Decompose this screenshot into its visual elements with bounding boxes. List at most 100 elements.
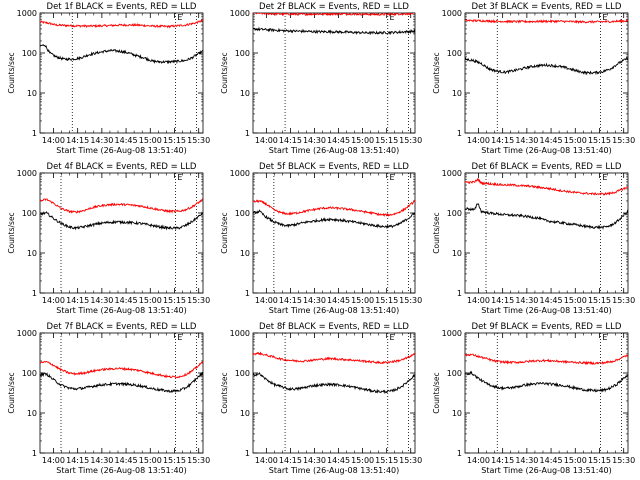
y-tick-label: 1 [245, 289, 250, 298]
y-tick-label: 10 [240, 249, 250, 258]
plot-frame [39, 172, 204, 294]
x-tick-label: 14:15 [66, 136, 89, 145]
y-tick-label: 10 [452, 89, 462, 98]
y-axis-label: Counts/sec [7, 52, 16, 93]
y-tick-label: 1000 [442, 329, 462, 338]
lld-series-line [465, 353, 628, 366]
y-tick-label: 1000 [17, 9, 37, 18]
x-tick-label: 14:00 [255, 456, 278, 465]
y-axis-label: Counts/sec [7, 212, 16, 253]
panel-title: Det 1f BLACK = Events, RED = LLD [47, 2, 197, 12]
panel-title: Det 2f BLACK = Events, RED = LLD [259, 2, 409, 12]
x-tick-label: 15:15 [588, 456, 611, 465]
x-tick-label: 14:00 [467, 136, 490, 145]
events-series-line [465, 370, 628, 393]
x-tick-label: 14:15 [491, 456, 514, 465]
x-tick-label: 14:30 [303, 456, 326, 465]
x-axis-label: Start Time (26-Aug-08 13:51:40) [269, 306, 400, 315]
panel-det-8: Det 8f BLACK = Events, RED = LLD 1 10 100 10… [220, 322, 422, 475]
lld-series-line [40, 19, 203, 29]
y-tick-label: 100 [235, 49, 250, 58]
panel-det-1: Det 1f BLACK = Events, RED = LLD 1 10 100 10… [7, 2, 210, 155]
x-tick-label: 14:30 [90, 136, 113, 145]
y-tick-label: 1000 [230, 169, 250, 178]
panel-title: Det 7f BLACK = Events, RED = LLD [47, 322, 197, 332]
y-tick-label: 100 [235, 369, 250, 378]
x-tick-label: 14:00 [42, 296, 65, 305]
x-tick-label: 14:45 [540, 136, 563, 145]
panel-det-4: Det 4f BLACK = Events, RED = LLD 1 10 100 10… [7, 162, 210, 315]
lld-series-line [40, 198, 203, 214]
x-tick-label: 15:30 [612, 456, 635, 465]
x-axis-label: Start Time (26-Aug-08 13:51:40) [269, 466, 400, 475]
y-axis-label: Counts/sec [220, 52, 229, 93]
y-tick-label: 100 [22, 369, 37, 378]
y-tick-label: 1 [32, 129, 37, 138]
plot-frame [464, 332, 629, 454]
event-marker-label: E [177, 333, 182, 342]
events-series-line [465, 203, 628, 230]
x-tick-label: 14:15 [66, 296, 89, 305]
y-tick-label: 1 [457, 289, 462, 298]
events-series-line [253, 26, 415, 36]
x-tick-label: 14:00 [255, 296, 278, 305]
events-series-line [253, 209, 415, 230]
y-tick-label: 100 [447, 49, 462, 58]
x-axis-label: Start Time (26-Aug-08 13:51:40) [269, 146, 400, 155]
x-tick-label: 15:00 [564, 456, 587, 465]
panel-det-6: Det 6f BLACK = Events, RED = LLD 1 10 100 10… [432, 162, 635, 315]
x-tick-label: 15:00 [139, 296, 162, 305]
x-tick-label: 15:00 [139, 456, 162, 465]
y-tick-label: 10 [27, 409, 37, 418]
x-tick-label: 15:00 [564, 136, 587, 145]
event-marker-label: E [390, 333, 395, 342]
lld-series-line [465, 18, 628, 25]
events-series-line [40, 211, 203, 231]
plot-frame [252, 172, 416, 294]
panel-det-3: Det 3f BLACK = Events, RED = LLD 1 10 100 10… [432, 2, 635, 155]
y-tick-label: 10 [452, 249, 462, 258]
x-tick-label: 15:15 [163, 456, 186, 465]
lld-series-line [253, 199, 415, 218]
x-tick-label: 15:00 [564, 296, 587, 305]
x-tick-label: 14:45 [540, 456, 563, 465]
event-marker-label: E [602, 173, 607, 182]
events-series-line [465, 56, 628, 76]
event-marker-label: E [602, 13, 607, 22]
events-series-line [253, 371, 415, 395]
x-tick-label: 15:30 [399, 136, 422, 145]
x-tick-label: 14:45 [327, 136, 350, 145]
event-marker-label: E [390, 173, 395, 182]
event-marker-label: E [602, 333, 607, 342]
y-tick-label: 1 [32, 449, 37, 458]
y-tick-label: 1000 [230, 9, 250, 18]
x-tick-label: 14:45 [327, 296, 350, 305]
event-marker-label: E [177, 13, 182, 22]
x-tick-label: 15:00 [351, 136, 374, 145]
x-tick-label: 15:30 [187, 296, 210, 305]
panel-title: Det 5f BLACK = Events, RED = LLD [259, 162, 409, 172]
x-tick-label: 15:30 [612, 136, 635, 145]
plot-frame [464, 12, 629, 134]
y-tick-label: 1 [457, 129, 462, 138]
x-tick-label: 15:30 [399, 456, 422, 465]
y-tick-label: 10 [27, 249, 37, 258]
x-tick-label: 14:30 [90, 456, 113, 465]
x-axis-label: Start Time (26-Aug-08 13:51:40) [56, 306, 187, 315]
y-tick-label: 1 [245, 129, 250, 138]
plot-frame [39, 12, 204, 134]
x-tick-label: 14:30 [515, 136, 538, 145]
y-tick-label: 1 [32, 289, 37, 298]
y-axis-label: Counts/sec [432, 212, 441, 253]
x-tick-label: 15:30 [187, 136, 210, 145]
x-tick-label: 14:00 [255, 136, 278, 145]
x-tick-label: 15:15 [588, 296, 611, 305]
panel-title: Det 4f BLACK = Events, RED = LLD [47, 162, 197, 172]
plot-frame [464, 172, 629, 294]
x-tick-label: 15:30 [399, 296, 422, 305]
y-tick-label: 1000 [442, 9, 462, 18]
x-tick-label: 14:45 [540, 296, 563, 305]
y-axis-label: Counts/sec [432, 372, 441, 413]
